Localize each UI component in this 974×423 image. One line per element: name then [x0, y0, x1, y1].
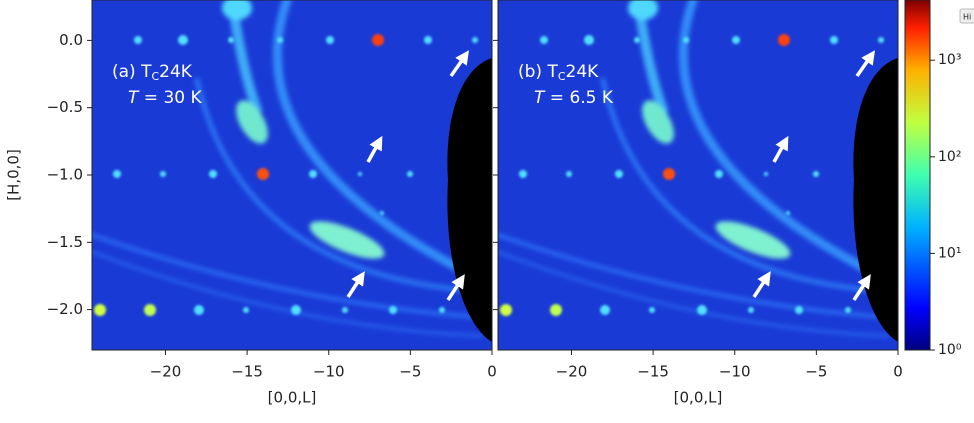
x-tick-label: 0	[893, 363, 903, 381]
x-tick-label: −15	[637, 363, 669, 381]
x-tick-label: −10	[719, 363, 751, 381]
panel-label-sub: C	[151, 70, 159, 83]
x-tick-label: −20	[556, 363, 588, 381]
colorbar-tick-label: 10³	[938, 52, 961, 68]
y-tick-label: 0.0	[59, 31, 83, 49]
heatmap-image	[498, 0, 898, 350]
y-tick-label: −1.5	[47, 233, 83, 251]
tooltip-box	[959, 8, 974, 24]
temperature-value: = 30 K	[138, 88, 202, 108]
colorbar-frame	[904, 0, 931, 351]
x-tick-label: −10	[313, 363, 345, 381]
y-tick-label: −2.0	[47, 300, 83, 318]
colorbar-tick-label: 10¹	[938, 245, 961, 261]
panel-label-main: (a) T	[112, 62, 152, 82]
colorbar	[905, 0, 930, 350]
panel-label: (a) TC24K	[112, 62, 193, 83]
colorbar-tick-label: 10⁰	[938, 342, 962, 358]
panel-label: (b) TC24K	[518, 62, 599, 83]
temperature-symbol: T	[128, 88, 140, 108]
panel-label-tail: 24K	[566, 62, 600, 82]
x-tick-label: −5	[399, 363, 421, 381]
temperature-label: T = 6.5 K	[534, 88, 614, 108]
temperature-value: = 6.5 K	[544, 88, 613, 108]
panel-label-sub: C	[558, 70, 566, 83]
x-axis-label: [0,0,L]	[268, 389, 317, 407]
temperature-label: T = 30 K	[128, 88, 202, 108]
panel-label-tail: 24K	[159, 62, 193, 82]
x-tick-label: 0	[487, 363, 497, 381]
y-axis-label: [H,0,0]	[5, 149, 23, 201]
x-tick-label: −20	[150, 363, 182, 381]
colorbar-tick-label: 10²	[938, 149, 961, 165]
x-tick-label: −5	[805, 363, 827, 381]
heatmap-image	[92, 0, 492, 350]
y-tick-label: −1.0	[47, 166, 83, 184]
temperature-symbol: T	[534, 88, 546, 108]
x-tick-label: −15	[231, 363, 263, 381]
panel-label-main: (b) T	[518, 62, 558, 82]
y-tick-label: −0.5	[47, 98, 83, 116]
x-axis-label: [0,0,L]	[674, 389, 723, 407]
tooltip: Hi	[963, 13, 971, 22]
